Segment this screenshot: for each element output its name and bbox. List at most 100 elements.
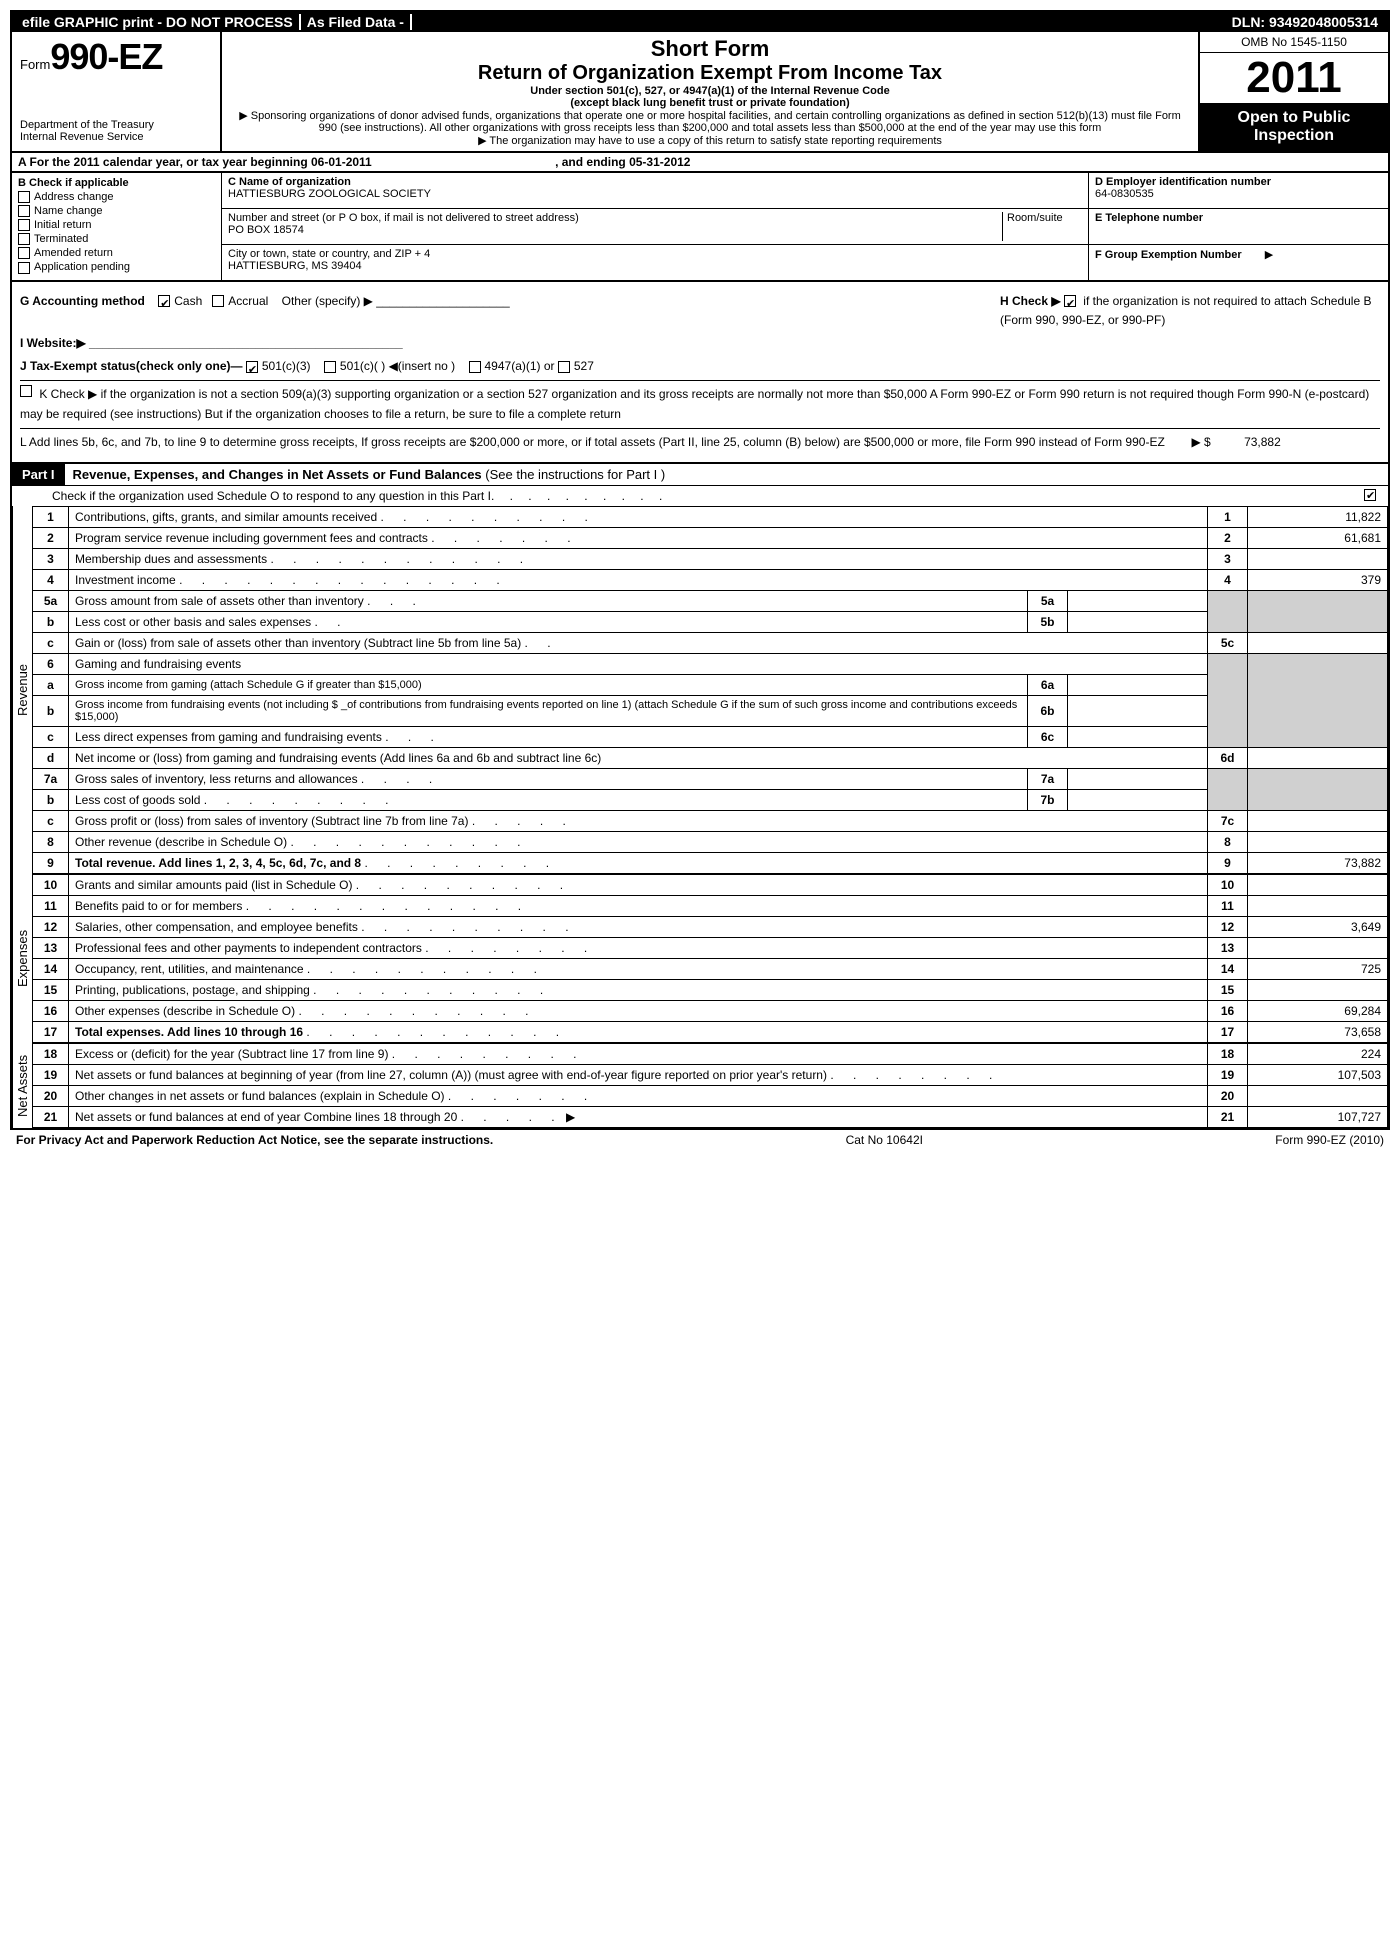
city-label: City or town, state or country, and ZIP … xyxy=(228,248,1082,260)
street: PO BOX 18574 xyxy=(228,224,1002,236)
side-netassets: Net Assets xyxy=(12,1043,32,1128)
group-exemption-label: F Group Exemption Number xyxy=(1095,249,1242,261)
line-12-value: 3,649 xyxy=(1248,916,1388,937)
line-7c-value xyxy=(1248,810,1388,831)
open-public: Open to Public Inspection xyxy=(1200,103,1388,151)
cb-terminated[interactable] xyxy=(18,233,30,245)
line-14-value: 725 xyxy=(1248,958,1388,979)
revenue-section: Revenue 1Contributions, gifts, grants, a… xyxy=(12,506,1388,874)
cb-accrual[interactable] xyxy=(212,295,224,307)
cb-amended[interactable] xyxy=(18,247,30,259)
cb-app-pending[interactable] xyxy=(18,262,30,274)
cb-address-change[interactable] xyxy=(18,191,30,203)
dept-treasury: Department of the Treasury xyxy=(20,119,212,131)
cb-sched-b[interactable] xyxy=(1064,295,1076,307)
col-c-org: C Name of organization HATTIESBURG ZOOLO… xyxy=(222,173,1088,280)
form-prefix: Form xyxy=(20,57,50,72)
h-label: H Check ▶ xyxy=(1000,294,1061,308)
cb-501c3[interactable] xyxy=(246,361,258,373)
line-10-value xyxy=(1248,874,1388,895)
ein-label: D Employer identification number xyxy=(1095,176,1382,188)
topbar-dln: DLN: 93492048005314 xyxy=(1226,14,1384,30)
line-15-value xyxy=(1248,979,1388,1000)
revenue-table: 1Contributions, gifts, grants, and simil… xyxy=(32,506,1388,874)
l-text: L Add lines 5b, 6c, and 7b, to line 9 to… xyxy=(20,435,1165,449)
col-def: D Employer identification number 64-0830… xyxy=(1088,173,1388,280)
sub4: ▶ The organization may have to use a cop… xyxy=(230,134,1190,147)
part-1-note: (See the instructions for Part I ) xyxy=(485,467,665,482)
line-2-value: 61,681 xyxy=(1248,527,1388,548)
ein-value: 64-0830535 xyxy=(1095,188,1382,200)
line-3-value xyxy=(1248,548,1388,569)
org-name: HATTIESBURG ZOOLOGICAL SOCIETY xyxy=(228,188,1082,200)
room-suite-label: Room/suite xyxy=(1002,212,1082,241)
cb-527[interactable] xyxy=(558,361,570,373)
header-center: Short Form Return of Organization Exempt… xyxy=(222,32,1198,151)
form-number: 990-EZ xyxy=(50,36,162,77)
cb-k[interactable] xyxy=(20,385,32,397)
row-a-tax-year: A For the 2011 calendar year, or tax yea… xyxy=(12,153,1388,173)
sub3: ▶ Sponsoring organizations of donor advi… xyxy=(230,109,1190,134)
tax-year: 2011 xyxy=(1200,53,1388,103)
line-19-value: 107,503 xyxy=(1248,1064,1388,1085)
line-1-value: 11,822 xyxy=(1248,506,1388,527)
sub2: (except black lung benefit trust or priv… xyxy=(230,97,1190,109)
line-21-value: 107,727 xyxy=(1248,1106,1388,1127)
form-title: Return of Organization Exempt From Incom… xyxy=(230,62,1190,85)
header-left: Form990-EZ Department of the Treasury In… xyxy=(12,32,222,151)
omb-number: OMB No 1545-1150 xyxy=(1200,32,1388,53)
k-text: K Check ▶ if the organization is not a s… xyxy=(20,387,1369,420)
line-4-value: 379 xyxy=(1248,569,1388,590)
line-6d-value xyxy=(1248,747,1388,768)
topbar-mid: As Filed Data - xyxy=(299,14,412,30)
l-amount: 73,882 xyxy=(1244,435,1281,449)
footer-formrev: Form 990-EZ (2010) xyxy=(1275,1133,1384,1147)
line-8-value xyxy=(1248,831,1388,852)
short-form: Short Form xyxy=(230,36,1190,62)
street-label: Number and street (or P O box, if mail i… xyxy=(228,212,1002,224)
cb-initial-return[interactable] xyxy=(18,219,30,231)
part-1-title: Revenue, Expenses, and Changes in Net As… xyxy=(73,467,482,482)
footer-catno: Cat No 10642I xyxy=(846,1133,923,1147)
topbar-left: efile GRAPHIC print - DO NOT PROCESS xyxy=(16,14,299,30)
cb-501c[interactable] xyxy=(324,361,336,373)
line-9-value: 73,882 xyxy=(1248,852,1388,873)
form-990ez: efile GRAPHIC print - DO NOT PROCESS As … xyxy=(10,10,1390,1130)
city: HATTIESBURG, MS 39404 xyxy=(228,260,1082,272)
part-1-header: Part I Revenue, Expenses, and Changes in… xyxy=(12,464,1388,486)
header: Form990-EZ Department of the Treasury In… xyxy=(12,32,1388,153)
netassets-section: Net Assets 18Excess or (deficit) for the… xyxy=(12,1043,1388,1128)
expenses-table: 10Grants and similar amounts paid (list … xyxy=(32,874,1388,1043)
line-16-value: 69,284 xyxy=(1248,1000,1388,1021)
side-revenue: Revenue xyxy=(12,506,32,874)
sub1: Under section 501(c), 527, or 4947(a)(1)… xyxy=(230,85,1190,97)
footer: For Privacy Act and Paperwork Reduction … xyxy=(10,1130,1390,1150)
cb-part1-schedO[interactable] xyxy=(1364,489,1376,501)
block-bcdef: B Check if applicable Address change Nam… xyxy=(12,173,1388,282)
section-ghijkl: G Accounting method Cash Accrual Other (… xyxy=(12,282,1388,464)
line-11-value xyxy=(1248,895,1388,916)
netassets-table: 18Excess or (deficit) for the year (Subt… xyxy=(32,1043,1388,1128)
side-expenses: Expenses xyxy=(12,874,32,1043)
col-b-label: B Check if applicable xyxy=(18,177,215,189)
line-20-value xyxy=(1248,1085,1388,1106)
line-5c-value xyxy=(1248,632,1388,653)
phone-label: E Telephone number xyxy=(1095,212,1382,224)
cb-cash[interactable] xyxy=(158,295,170,307)
line-13-value xyxy=(1248,937,1388,958)
dept-irs: Internal Revenue Service xyxy=(20,131,212,143)
line-17-value: 73,658 xyxy=(1248,1021,1388,1042)
footer-privacy: For Privacy Act and Paperwork Reduction … xyxy=(16,1133,493,1147)
part-1-label: Part I xyxy=(12,464,65,485)
col-b-checkboxes: B Check if applicable Address change Nam… xyxy=(12,173,222,280)
cb-4947[interactable] xyxy=(469,361,481,373)
expenses-section: Expenses 10Grants and similar amounts pa… xyxy=(12,874,1388,1043)
website-row: I Website:▶ ____________________________… xyxy=(20,334,1380,353)
part-1-check-row: Check if the organization used Schedule … xyxy=(12,486,1388,506)
org-name-label: C Name of organization xyxy=(228,176,1082,188)
line-18-value: 224 xyxy=(1248,1043,1388,1064)
tax-exempt-label: J Tax-Exempt status(check only one)— xyxy=(20,359,243,373)
top-bar: efile GRAPHIC print - DO NOT PROCESS As … xyxy=(12,12,1388,32)
header-right: OMB No 1545-1150 2011 Open to Public Ins… xyxy=(1198,32,1388,151)
cb-name-change[interactable] xyxy=(18,205,30,217)
